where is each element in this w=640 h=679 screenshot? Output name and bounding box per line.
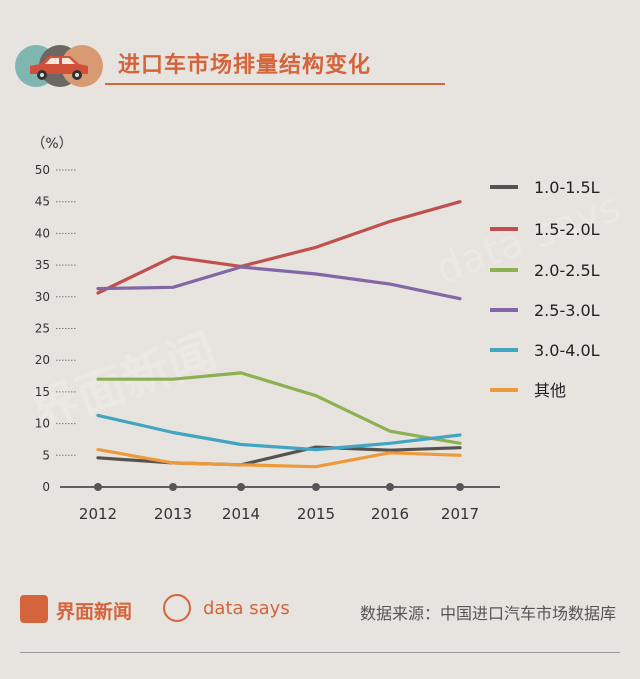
x-tick-dot [456,483,464,491]
jiemian-logo-icon [20,595,48,623]
y-tick-label: 40 [35,226,50,240]
datasays-logo-icon [163,594,191,622]
x-tick-dot [237,483,245,491]
footer-datasays: data says [203,598,290,619]
data-source: 数据来源：中国进口汽车市场数据库 [359,604,616,623]
footer-brand: 界面新闻 [56,601,133,623]
legend-label: 2.5-3.0L [534,301,600,320]
x-tick-label: 2017 [441,505,479,523]
x-tick-label: 2014 [222,505,260,523]
y-tick-label: 35 [35,258,50,272]
legend-label: 3.0-4.0L [534,341,600,360]
y-tick-label: 15 [35,385,50,399]
y-tick-label: 30 [35,290,50,304]
x-tick-dot [312,483,320,491]
series-line-2 [96,371,462,445]
series-line-3 [96,265,462,301]
x-tick-dot [169,483,177,491]
legend-label: 2.0-2.5L [534,261,600,280]
footer-divider [20,652,620,653]
y-tick-label: 10 [35,417,50,431]
series-line-5 [96,448,462,469]
y-tick-label: 25 [35,322,50,336]
x-tick-label: 2016 [371,505,409,523]
y-tick-label: 0 [42,480,50,494]
page-title: 进口车市场排量结构变化 [118,53,372,78]
x-tick-label: 2015 [297,505,335,523]
y-tick-label: 5 [42,448,50,462]
x-tick-label: 2013 [154,505,192,523]
y-tick-label: 45 [35,195,50,209]
x-tick-dot [386,483,394,491]
x-tick-label: 2012 [79,505,117,523]
header: 进口车市场排量结构变化 [0,0,640,100]
y-tick-label: 50 [35,163,50,177]
y-axis-label: （%） [31,136,72,152]
title-underline [105,83,445,85]
legend-label: 1.5-2.0L [534,220,600,239]
legend-label: 其他 [534,381,566,400]
car-logo-icon [15,45,103,87]
y-tick-label: 20 [35,353,50,367]
x-tick-dot [94,483,102,491]
line-chart: （%） 0 5 10 15 20 25 30 35 40 45 50 2012 2013 2014 2015 2… [31,136,600,523]
series-line-0 [96,445,462,467]
series-line-1 [96,200,462,295]
series-line-4 [96,413,462,452]
legend-label: 1.0-1.5L [534,178,600,197]
